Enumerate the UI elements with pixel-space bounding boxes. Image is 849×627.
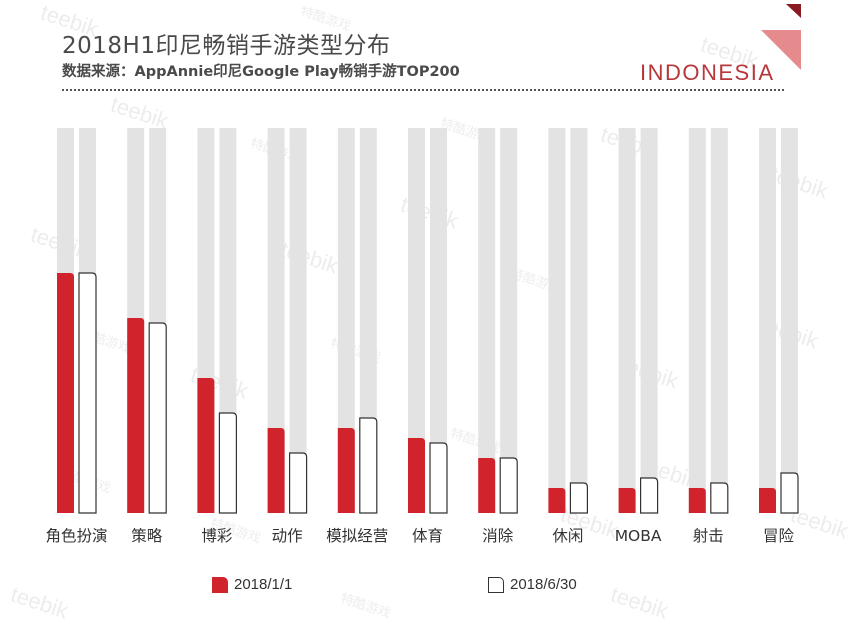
category-label: 博彩 [201,527,233,545]
bar-2018-6-30 [359,417,378,514]
legend-swatch-filled [212,576,228,593]
background-track-bar [267,128,285,513]
bar-2018-1-1 [57,273,74,513]
bar-2018-6-30 [78,272,97,514]
bar-2018-1-1 [267,428,285,513]
corner-triangle-dark [786,4,801,18]
background-track-bar [408,128,425,513]
bar-2018-6-30 [640,477,659,514]
bar-2018-6-30 [710,482,729,514]
background-track-bar [688,128,706,513]
bar-2018-1-1 [478,458,496,513]
category-label: 体育 [412,527,443,545]
bar-2018-6-30 [218,412,237,514]
bar-2018-1-1 [408,438,425,513]
legend-swatch-outline [488,576,504,593]
bar-2018-6-30 [499,457,518,514]
legend-item-2018-6-30: 2018/6/30 [488,576,577,593]
category-label: 休闲 [552,527,583,545]
background-track-bar [548,128,566,513]
background-track-bar [640,128,658,513]
background-track-bar [430,128,447,513]
bar-2018-1-1 [688,488,706,513]
background-track-bar [759,128,776,513]
bar-2018-6-30 [569,482,588,514]
background-track-bar [618,128,636,513]
background-track-bar [359,128,377,513]
watermark: 特酷游戏 [338,590,393,621]
bar-2018-1-1 [127,318,145,513]
background-track-bar [710,128,728,513]
category-label: 射击 [693,527,724,545]
legend-label: 2018/1/1 [234,576,293,593]
category-label: 角色扮演 [45,527,107,545]
category-label: MOBA [615,527,662,545]
background-track-bar [289,128,307,513]
background-track-bar [781,128,798,513]
watermark: teebik [7,581,72,624]
background-track-bar [337,128,355,513]
bar-2018-6-30 [289,452,308,514]
bar-2018-1-1 [618,488,636,513]
title-divider [62,89,784,91]
bar-2018-1-1 [337,428,355,513]
page-subtitle: 数据来源：AppAnnie印尼Google Play畅销手游TOP200 [62,64,460,80]
category-label: 策略 [131,527,163,545]
background-track-bar [478,128,496,513]
corner-triangle-light [761,30,801,70]
bar-2018-6-30 [429,442,448,514]
category-label: 模拟经营 [326,527,388,545]
bar-2018-1-1 [759,488,776,513]
corner-decoration [761,4,801,70]
region-label: INDONESIA [640,60,775,85]
legend-label: 2018/6/30 [510,576,577,593]
background-track-bar [570,128,588,513]
category-label: 消除 [482,527,514,545]
bar-2018-1-1 [548,488,566,513]
category-label: 动作 [272,527,303,545]
watermark: teebik [607,581,672,624]
bar-chart: 角色扮演 策略 博彩 动作 模拟经营 体育 消除 休闲 MOBA 射击 冒险 [45,128,799,545]
bar-2018-6-30 [148,322,167,514]
background-track-bar [500,128,518,513]
page-title: 2018H1印尼畅销手游类型分布 [62,33,391,59]
bar-2018-1-1 [197,378,215,513]
category-label: 冒险 [763,527,795,545]
legend-item-2018-1-1: 2018/1/1 [212,576,292,593]
bar-2018-6-30 [780,472,799,514]
